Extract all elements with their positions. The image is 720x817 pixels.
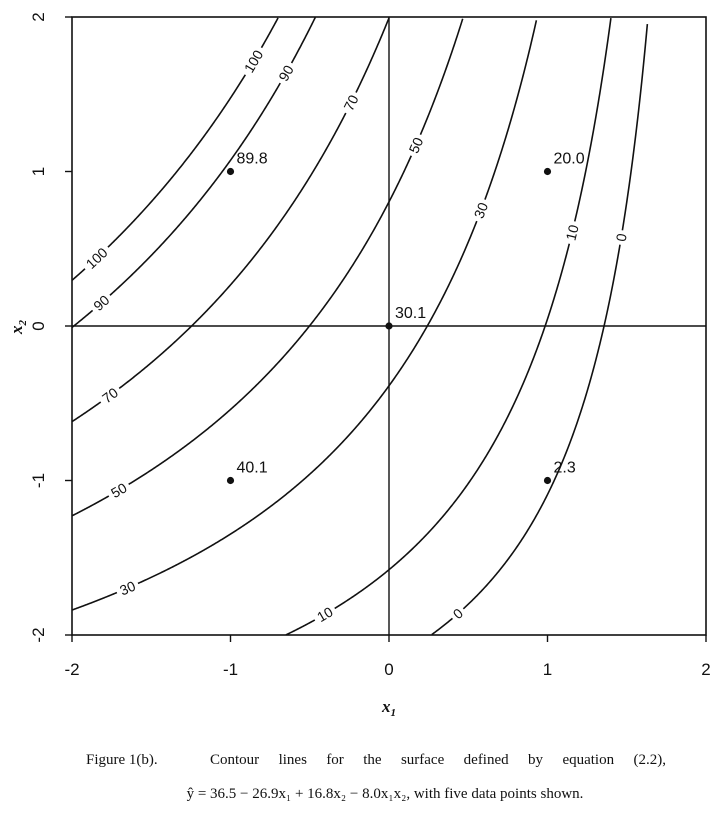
svg-text:70: 70 <box>340 92 361 113</box>
contour-label-70-1: 70 <box>95 382 125 409</box>
svg-text:30: 30 <box>471 200 492 220</box>
y-tick-label: 1 <box>29 167 48 176</box>
y-tick-label: -2 <box>29 627 48 642</box>
x-tick-label: 2 <box>701 660 710 679</box>
y-axis-label-sub: 2 <box>17 320 29 327</box>
x-axis-label-sub: 1 <box>391 707 397 719</box>
contour-label-90-2: 90 <box>273 59 299 88</box>
svg-text:50: 50 <box>108 479 130 501</box>
data-point: 2.3 <box>543 460 576 485</box>
contour-label-50-1: 50 <box>104 477 133 504</box>
data-point: 30.1 <box>385 305 426 330</box>
contour-label-50-2: 50 <box>403 131 428 159</box>
contour-label-100-1: 100 <box>79 241 114 275</box>
contour-line-10 <box>285 17 612 636</box>
data-point-label: 20.0 <box>554 151 585 168</box>
x-tick-label: -2 <box>64 660 79 679</box>
contour-label-10-1: 10 <box>310 601 339 627</box>
data-point-marker <box>543 476 552 485</box>
data-point-marker <box>385 322 393 330</box>
x-tick-label: 0 <box>384 660 393 679</box>
x-axis-label: x1 <box>381 697 396 719</box>
contour-label-100-2: 100 <box>238 43 269 79</box>
data-point-marker <box>226 167 235 176</box>
contour-line-90 <box>71 17 317 329</box>
contour-line-50 <box>71 18 464 517</box>
contour-line-30 <box>71 20 538 611</box>
y-axis-label-main: x <box>7 325 26 335</box>
data-point-label: 30.1 <box>395 305 426 322</box>
x-tick-label: 1 <box>543 660 552 679</box>
data-point: 40.1 <box>226 460 268 485</box>
svg-text:50: 50 <box>405 135 426 156</box>
data-point: 89.8 <box>226 151 268 176</box>
caption-text: Contour lines for the surface defined by… <box>210 752 666 768</box>
contour-line-70 <box>71 17 390 423</box>
data-point-marker <box>226 476 235 485</box>
contour-label-30-1: 30 <box>113 576 142 601</box>
contour-label-30-2: 30 <box>469 196 493 224</box>
data-point: 20.0 <box>543 151 585 176</box>
caption-figure-label: Figure 1(b). <box>86 752 158 768</box>
contour-label-10-2: 10 <box>561 219 583 246</box>
contour-label-90-1: 90 <box>87 289 116 317</box>
x-axis-label-main: x <box>381 697 391 716</box>
caption-equation: ŷ = 36.5 − 26.9x₁ + 16.8x₂ − 8.0x₁x₂, wi… <box>186 786 584 802</box>
svg-text:90: 90 <box>275 62 297 84</box>
svg-text:10: 10 <box>314 603 336 625</box>
contour-lines <box>71 17 649 636</box>
axis-ticks: -2 -1 0 1 2 -2 -1 0 1 2 <box>29 12 711 679</box>
y-tick-label: 2 <box>29 12 48 21</box>
data-points: 89.8 20.0 30.1 40.1 2.3 <box>226 151 585 485</box>
svg-text:10: 10 <box>562 223 581 242</box>
data-point-label: 40.1 <box>237 460 268 477</box>
contour-label-0-1: 0 <box>447 602 469 625</box>
data-point-marker <box>543 167 552 176</box>
y-axis-label: x2 <box>7 320 29 336</box>
y-tick-label: -1 <box>29 473 48 488</box>
contour-label-0-2: 0 <box>612 229 631 246</box>
contour-line-0 <box>431 24 649 636</box>
svg-text:0: 0 <box>613 232 630 243</box>
contour-label-70-2: 70 <box>338 88 364 117</box>
data-point-label: 2.3 <box>554 460 576 477</box>
svg-text:30: 30 <box>117 578 138 599</box>
y-tick-label: 0 <box>29 321 48 330</box>
x-tick-label: -1 <box>223 660 238 679</box>
data-point-label: 89.8 <box>237 151 268 168</box>
